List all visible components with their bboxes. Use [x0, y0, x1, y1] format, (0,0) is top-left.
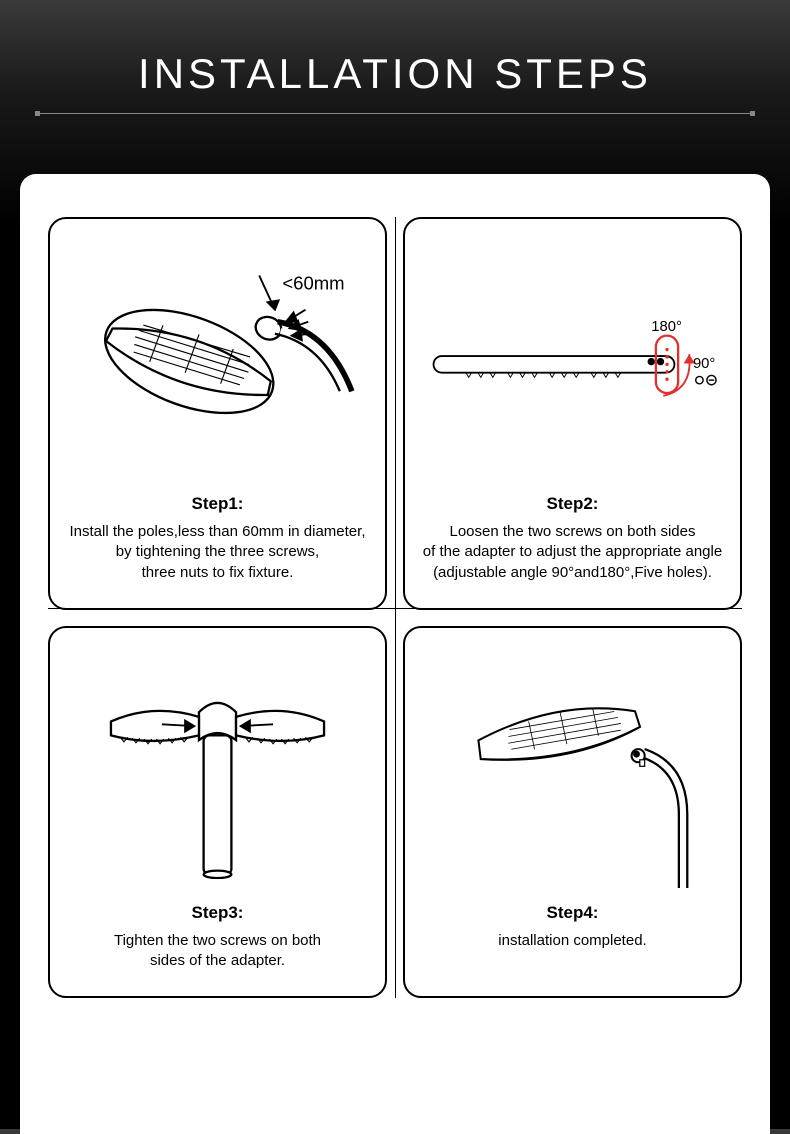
- angle-90: 90°: [693, 356, 715, 372]
- step2-title: Step2:: [415, 494, 730, 514]
- streetlight-dual-icon: [60, 652, 375, 879]
- page-title: INSTALLATION STEPS: [30, 50, 760, 98]
- step1-diagram: <60mm: [60, 234, 375, 479]
- header: INSTALLATION STEPS: [0, 0, 790, 134]
- streetlight-side-icon: 180° 90°: [415, 243, 730, 470]
- angle-180: 180°: [651, 319, 682, 335]
- step2-diagram: 180° 90°: [415, 234, 730, 479]
- step3-diagram: [60, 643, 375, 888]
- grid-divider-vertical: [395, 217, 396, 998]
- step4-title: Step4:: [415, 903, 730, 923]
- step4-description: installation completed.: [415, 931, 730, 951]
- step2-description: Loosen the two screws on both sides of t…: [415, 522, 730, 583]
- step1-title: Step1:: [60, 494, 375, 514]
- streetlight-mounted-icon: [434, 643, 712, 888]
- step-card-4: Step4: installation completed.: [403, 626, 742, 999]
- annotation-60mm: <60mm: [282, 272, 344, 293]
- step1-description: Install the poles,less than 60mm in diam…: [60, 522, 375, 583]
- step4-diagram: [415, 643, 730, 888]
- header-divider: [35, 113, 755, 114]
- step-card-1: <60mm Step1: Install the poles,less than…: [48, 217, 387, 610]
- step-card-2: 180° 90° Step2: Loosen the two screws on…: [403, 217, 742, 610]
- streetlight-head-icon: <60mm: [60, 243, 375, 470]
- step3-title: Step3:: [60, 903, 375, 923]
- steps-grid: <60mm Step1: Install the poles,less than…: [40, 209, 750, 1006]
- step3-description: Tighten the two screws on both sides of …: [60, 931, 375, 972]
- step-card-3: Step3: Tighten the two screws on both si…: [48, 626, 387, 999]
- content-panel: <60mm Step1: Install the poles,less than…: [20, 174, 770, 1134]
